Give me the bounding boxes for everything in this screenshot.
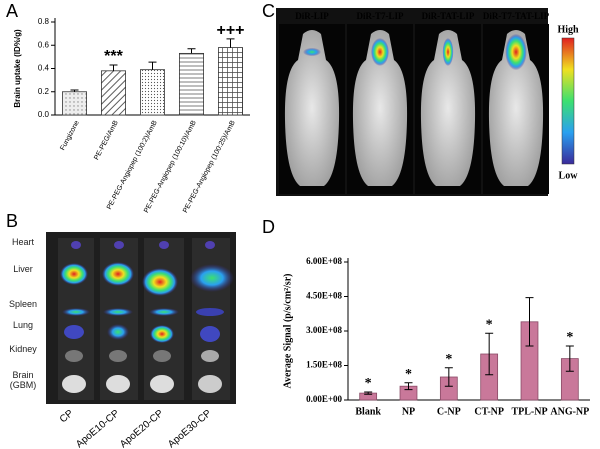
x-tick-label: CT-NP <box>474 406 504 417</box>
column-label: DiR-T7-LIP <box>357 11 405 21</box>
y-tick-label: 1.50E+08 <box>306 360 342 370</box>
annotation: * <box>365 376 372 391</box>
row-label: Kidney <box>9 344 37 354</box>
row-label: Brain (GBM) <box>9 370 37 390</box>
signal <box>371 38 389 66</box>
error-bar <box>404 382 413 391</box>
annotation: +++ <box>216 22 244 39</box>
annotation: * <box>445 352 452 367</box>
x-tick-label: Blank <box>355 406 381 417</box>
y-tick-label: 4.50E+08 <box>306 291 342 301</box>
column-label: ApoE30-CP <box>166 408 214 449</box>
panel-letter: D <box>262 217 275 237</box>
signal <box>505 33 527 71</box>
x-tick-label: NP <box>402 406 415 417</box>
bar <box>140 69 165 116</box>
column-label: ApoE20-CP <box>118 408 166 449</box>
column-label: DiR-TAT-LIP <box>422 11 475 21</box>
error-bar <box>364 391 373 395</box>
panel-letter: B <box>6 211 18 231</box>
signal <box>303 47 321 57</box>
x-tick-label: ANG-NP <box>550 406 589 417</box>
mouse-body <box>488 30 544 186</box>
error-bar <box>525 297 534 347</box>
bar <box>62 91 87 116</box>
mouse-body <box>420 30 476 186</box>
scale-low: Low <box>559 170 579 181</box>
y-tick-label: 3.00E+08 <box>306 325 342 335</box>
error-bar <box>565 345 574 372</box>
panel-letter: C <box>262 1 275 21</box>
error-bar <box>485 332 494 376</box>
error-bar <box>109 64 118 71</box>
row-label: Heart <box>11 237 34 247</box>
y-axis-label: Average Signal (p/s/cm²/sr) <box>282 273 293 388</box>
annotation: * <box>566 330 573 345</box>
row-label: Lung <box>12 320 34 330</box>
x-tick-label: C-NP <box>437 406 461 417</box>
y-tick-label: 0.00E+00 <box>306 394 342 404</box>
y-tick-label: 0.0 <box>38 110 50 119</box>
y-tick-label: 0.8 <box>38 17 50 26</box>
bar <box>101 70 126 116</box>
y-tick-label: 0.2 <box>38 87 50 96</box>
error-bar <box>187 48 196 54</box>
column-label: DiR-T7-TAT-LIP <box>483 11 550 21</box>
mouse-body <box>284 30 340 186</box>
scale-high: High <box>557 24 579 35</box>
y-tick-label: 6.00E+08 <box>306 256 342 266</box>
row-label: Spleen <box>8 299 38 309</box>
bar <box>218 47 243 116</box>
column-label: ApoE10-CP <box>74 408 122 449</box>
error-bar <box>70 89 79 92</box>
error-bar <box>444 367 453 387</box>
annotation: * <box>486 318 493 333</box>
organ-image <box>46 232 236 404</box>
x-tick-label: Fungizone <box>59 119 81 151</box>
column-label: DiR-LIP <box>295 11 329 21</box>
y-tick-label: 0.4 <box>38 64 50 73</box>
bar <box>179 52 204 116</box>
row-label: Liver <box>13 264 33 274</box>
y-tick-label: 0.6 <box>38 40 50 49</box>
y-axis-label: Brain uptake (ID%/g) <box>13 29 22 108</box>
annotation: *** <box>104 48 123 65</box>
x-tick-label: PE-PEG/AmB <box>93 119 120 161</box>
error-bar <box>148 61 157 70</box>
signal <box>442 38 454 66</box>
error-bar <box>226 38 235 48</box>
x-tick-label: TPL-NP <box>511 406 547 417</box>
column-label: CP <box>58 408 76 426</box>
mouse-image <box>276 8 575 196</box>
mouse-body <box>352 30 408 186</box>
panel-letter: A <box>6 1 18 21</box>
annotation: * <box>405 367 412 382</box>
